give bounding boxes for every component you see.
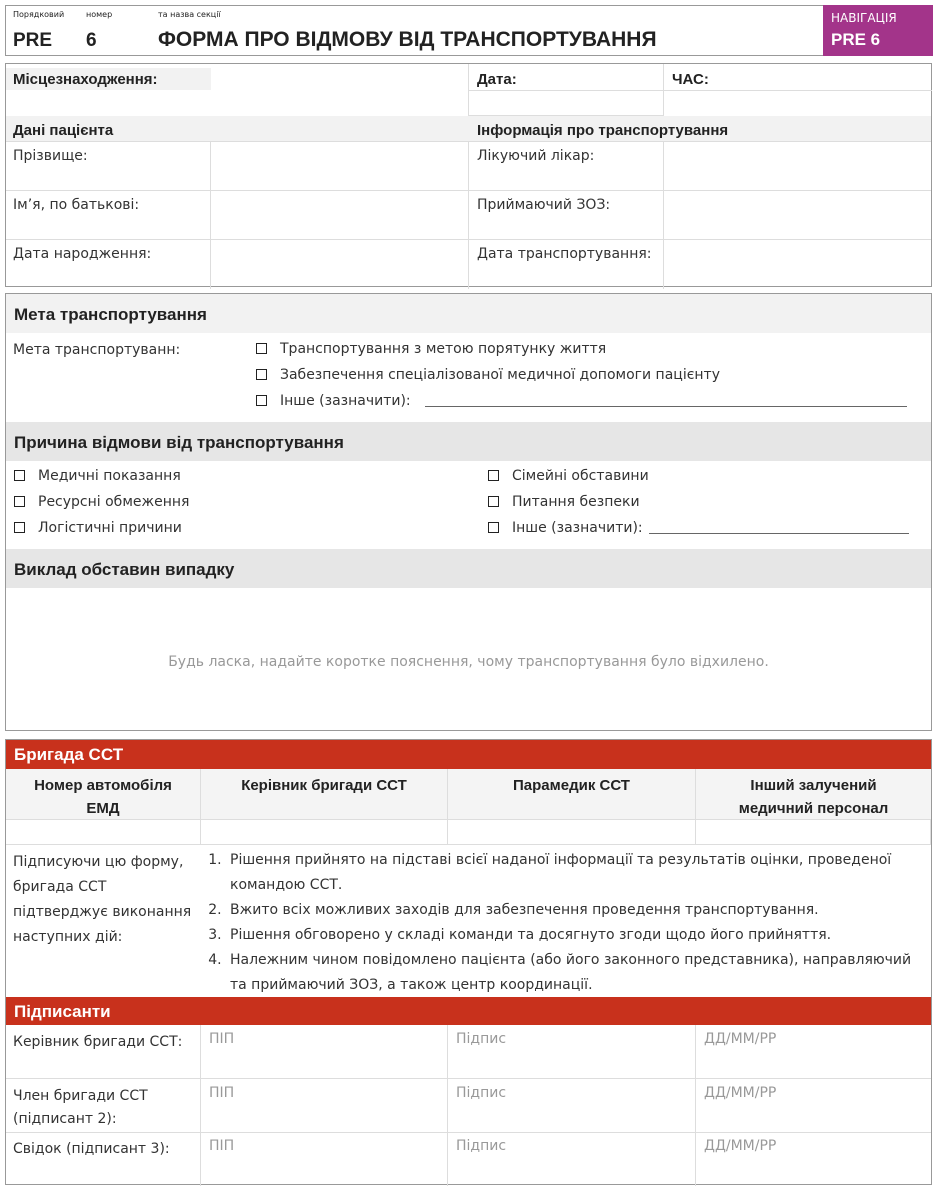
transport-title: Інформація про транспортування	[477, 122, 729, 139]
crew-column-header: Керівник бригади ССТ	[201, 769, 448, 819]
confirm-item: Рішення прийнято на підставі всієї надан…	[226, 848, 916, 898]
crew-input[interactable]	[696, 819, 931, 845]
crew-column-header: Інший залучений медичний персонал	[696, 769, 931, 819]
patient-field-input[interactable]	[211, 191, 469, 240]
signer-name-field[interactable]: ПІП	[201, 1132, 448, 1186]
signer-role: Свідок (підписант 3):	[6, 1132, 201, 1186]
crew-input[interactable]	[448, 819, 696, 845]
transport-field-input[interactable]	[664, 142, 931, 191]
purpose-reason-section: Мета транспортування Мета транспортуванн…	[5, 293, 932, 731]
caption-title: та назва секції	[158, 10, 221, 19]
reason-title: Причина відмови від транспортування	[6, 422, 931, 461]
statement-title: Виклад обставин випадку	[6, 549, 931, 588]
transport-field-input[interactable]	[664, 240, 931, 289]
location-label: Місцезнаходження:	[6, 68, 211, 90]
signer-signature-field[interactable]: Підпис	[448, 1132, 696, 1186]
location-field[interactable]	[211, 64, 469, 116]
navigation-button[interactable]: НАВІГАЦІЯ PRE 6	[823, 5, 933, 56]
confirm-item: Належним чином повідомлено пацієнта (або…	[226, 948, 916, 998]
general-info-section: Місцезнаходження: Дата: ЧАС: Дані пацієн…	[5, 63, 932, 289]
crew-section: Бригада ССТ Номер автомобіля ЕМД Керівни…	[5, 739, 932, 1186]
section-code: PRE	[13, 30, 53, 51]
patient-field-label: Прізвище:	[6, 142, 211, 191]
page-title: ФОРМА ПРО ВІДМОВУ ВІД ТРАНСПОРТУВАННЯ	[158, 28, 657, 51]
confirm-list: Рішення прийнято на підставі всієї надан…	[206, 848, 916, 998]
caption-order: Порядковий	[13, 10, 65, 19]
signers-title: Підписанти	[6, 997, 931, 1025]
section-number: 6	[86, 30, 97, 51]
patient-title: Дані пацієнта	[13, 122, 114, 139]
checkbox[interactable]	[256, 343, 267, 354]
crew-column-header: Номер автомобіля ЕМД	[6, 769, 201, 819]
transport-field-input[interactable]	[664, 191, 931, 240]
reason-option[interactable]: Сімейні обставини	[488, 468, 649, 484]
reason-option[interactable]: Медичні показання	[14, 468, 181, 484]
transport-field-label: Дата транспортування:	[469, 240, 664, 289]
purpose-option-specialized[interactable]: Забезпечення спеціалізованої медичної до…	[256, 367, 720, 383]
crew-column-header: Парамедик ССТ	[448, 769, 696, 819]
purpose-label: Мета транспортуванн:	[13, 342, 181, 358]
statement-textarea[interactable]: Будь ласка, надайте коротке пояснення, ч…	[168, 654, 769, 670]
checkbox[interactable]	[14, 496, 25, 507]
signer-date-field[interactable]: ДД/ММ/РР	[696, 1079, 931, 1133]
nav-label: НАВІГАЦІЯ	[831, 11, 897, 25]
checkbox[interactable]	[256, 395, 267, 406]
confirm-item: Рішення обговорено у складі команди та д…	[226, 923, 916, 948]
purpose-option-life[interactable]: Транспортування з метою порятунку життя	[256, 341, 606, 357]
checkbox[interactable]	[14, 522, 25, 533]
transport-field-label: Лікуючий лікар:	[469, 142, 664, 191]
signer-role: Член бригади ССТ (підписант 2):	[6, 1078, 201, 1133]
checkbox[interactable]	[488, 496, 499, 507]
signer-role: Керівник бригади ССТ:	[6, 1025, 201, 1079]
signer-name-field[interactable]: ПІП	[201, 1025, 448, 1079]
checkbox[interactable]	[488, 522, 499, 533]
purpose-option-other[interactable]: Інше (зазначити):	[256, 393, 908, 409]
signer-date-field[interactable]: ДД/ММ/РР	[704, 1138, 777, 1154]
patient-field-input[interactable]	[211, 142, 469, 191]
checkbox[interactable]	[14, 470, 25, 481]
crew-input[interactable]	[6, 819, 201, 845]
patient-field-input[interactable]	[211, 240, 469, 289]
other-input-line[interactable]	[648, 533, 909, 534]
checkbox[interactable]	[256, 369, 267, 380]
confirm-item: Вжито всіх можливих заходів для забезпеч…	[226, 898, 916, 923]
caption-number: номер	[86, 10, 113, 19]
signer-signature-field[interactable]: Підпис	[448, 1078, 696, 1133]
page-header: Порядковий номер та назва секції PRE 6 Ф…	[5, 5, 933, 56]
reason-option[interactable]: Ресурсні обмеження	[14, 494, 189, 510]
reason-option[interactable]: Логістичні причини	[14, 520, 182, 536]
other-input-line[interactable]	[425, 406, 908, 407]
patient-field-label: Дата народження:	[6, 240, 211, 289]
reason-option[interactable]: Питання безпеки	[488, 494, 640, 510]
signer-date-field[interactable]: ДД/ММ/РР	[696, 1025, 931, 1079]
confirm-label: Підписуючи цю форму, бригада ССТ підтвер…	[13, 854, 192, 945]
nav-code: PRE 6	[831, 30, 881, 49]
purpose-title: Мета транспортування	[6, 294, 931, 333]
signer-signature-field[interactable]: Підпис	[448, 1025, 696, 1079]
crew-input[interactable]	[201, 819, 448, 845]
checkbox[interactable]	[488, 470, 499, 481]
crew-title: Бригада ССТ	[6, 740, 931, 769]
transport-field-label: Приймаючий ЗОЗ:	[469, 191, 664, 240]
patient-field-label: Ім’я, по батькові:	[6, 191, 211, 240]
reason-option[interactable]: Інше (зазначити):	[488, 520, 909, 536]
signer-name-field[interactable]: ПІП	[201, 1078, 448, 1133]
time-label: ЧАС:	[672, 71, 709, 88]
